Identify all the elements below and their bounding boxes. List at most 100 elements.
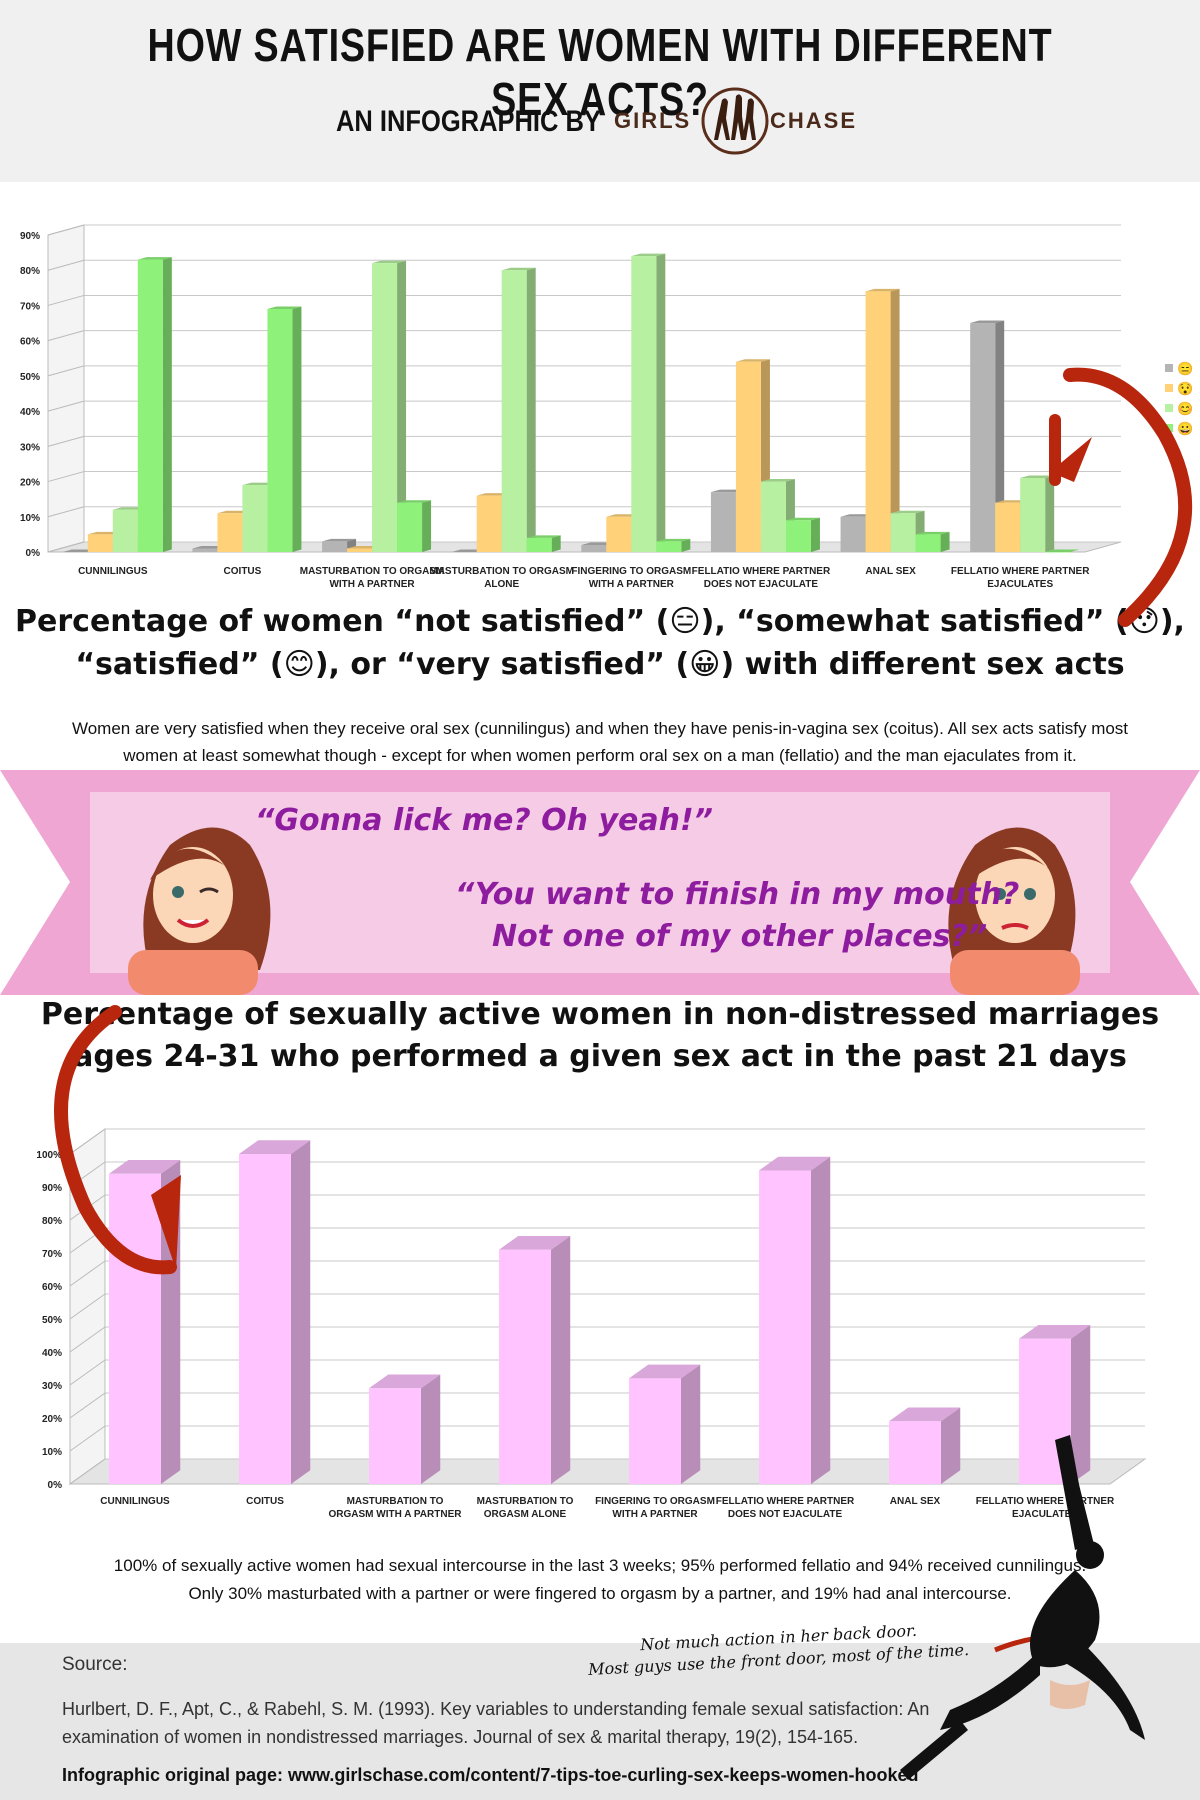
byline: AN INFOGRAPHIC BY [336, 105, 601, 138]
bar-top [1045, 549, 1080, 552]
bar-top [865, 288, 900, 292]
y-tick-label: 20% [20, 478, 40, 489]
sad-quote-line2: Not one of my other places?” [492, 919, 988, 954]
bar [526, 537, 552, 552]
chart2-description-line2: Only 30% masturbated with a partner or w… [188, 1584, 1012, 1603]
y-tick-label: 10% [42, 1447, 62, 1458]
gridline-diagonal [69, 1326, 106, 1353]
bar [890, 513, 916, 552]
bar [109, 1173, 161, 1484]
x-category-label: COITUS [224, 566, 262, 577]
legend-swatch [1165, 364, 1173, 372]
gridline-diagonal [47, 471, 85, 483]
gridline-diagonal [47, 400, 85, 412]
logo-word-right: CHASE [770, 108, 858, 133]
bar [499, 1249, 551, 1484]
bar-top [239, 1140, 311, 1154]
chart2-caption-line2: ages 24-31 who performed a given sex act… [73, 1039, 1127, 1074]
source-heading: Source: [62, 1654, 128, 1675]
bar-top [109, 1160, 181, 1174]
y-tick-label: 20% [42, 1414, 62, 1425]
bar-top [915, 531, 950, 535]
chart2-description-line1: 100% of sexually active women had sexual… [113, 1556, 1087, 1575]
y-tick-label: 90% [42, 1183, 62, 1194]
bar-top [890, 510, 925, 514]
bar-top [369, 1374, 441, 1389]
chart1-description: Women are very satisfied when they recei… [71, 719, 1129, 765]
x-category-label: ORGASM ALONE [484, 1509, 567, 1520]
x-category-label: COITUS [246, 1496, 284, 1507]
logo-silhouettes-icon [701, 87, 769, 155]
x-category-label: EJACULATES [987, 579, 1053, 590]
sad-quote-line1: “You want to finish in my mouth? [455, 877, 1020, 912]
x-category-label: FINGERING TO ORGASM [571, 566, 691, 577]
gridline-diagonal [69, 1458, 106, 1485]
bar [785, 520, 811, 552]
x-category-label: FELLATIO WHERE PARTNER [951, 566, 1090, 577]
x-category-label: DOES NOT EJACULATE [728, 1509, 843, 1520]
bar [759, 1170, 811, 1484]
x-category-label: WITH A PARTNER [329, 579, 415, 590]
bar-top [889, 1407, 961, 1422]
bar-side [940, 531, 950, 552]
gridline-diagonal [69, 1128, 106, 1155]
gridline-diagonal [47, 541, 85, 553]
bar [889, 1421, 941, 1484]
legend-swatch [1165, 404, 1173, 412]
x-category-label: CUNNILINGUS [78, 566, 148, 577]
original-page-link[interactable]: Infographic original page: www.girlschas… [62, 1765, 919, 1785]
bar [322, 541, 348, 552]
x-category-label: MASTURBATION TO ORGASM [429, 566, 574, 577]
gridline-diagonal [69, 1392, 106, 1419]
bar [62, 552, 88, 553]
y-tick-label: 40% [42, 1348, 62, 1359]
girlschase-logo[interactable]: GIRLS CHASE [612, 86, 872, 156]
bar-top [656, 538, 691, 542]
x-category-label: MASTURBATION TO [477, 1496, 574, 1507]
bar-top [785, 517, 820, 521]
bar [192, 548, 218, 552]
bar-side [162, 257, 172, 552]
chart1-caption-line1: Percentage of women “not satisfied” (😑),… [15, 604, 1185, 639]
gridline-diagonal [69, 1260, 106, 1287]
x-category-label: ORGASM WITH A PARTNER [329, 1509, 463, 1520]
header-banner: HOW SATISFIED ARE WOMEN WITH DIFFERENT S… [0, 0, 1200, 182]
dancing-woman-icon [900, 1435, 1145, 1780]
bar-top [137, 257, 172, 260]
source-section: Source: Hurlbert, D. F., Apt, C., & Rabe… [0, 1643, 1200, 1800]
bar-side [890, 288, 900, 552]
x-category-label: DOES NOT EJACULATE [704, 579, 819, 590]
legend-entry: 😊 [1177, 401, 1193, 416]
y-tick-label: 100% [36, 1150, 62, 1161]
bar-top [499, 1235, 571, 1250]
bar [451, 552, 477, 553]
bar [137, 259, 163, 552]
citation-line2: examination of women in nondistressed ma… [62, 1727, 859, 1747]
bar-top [759, 1156, 831, 1171]
bar-side [941, 1407, 961, 1484]
bar [372, 263, 398, 552]
gridline-diagonal [69, 1293, 106, 1320]
y-tick-label: 40% [20, 407, 40, 418]
y-tick-label: 10% [20, 513, 40, 524]
legend-swatch [1165, 384, 1173, 392]
bar-side [810, 517, 820, 552]
gridline-diagonal [69, 1425, 106, 1452]
winking-woman-icon [128, 827, 271, 995]
x-category-label: MASTURBATION TO ORGASM [300, 566, 445, 577]
gridline-diagonal [47, 259, 85, 271]
bar-side [551, 1235, 571, 1484]
bar [631, 256, 657, 552]
x-category-label: WITH A PARTNER [589, 579, 675, 590]
x-category-label: MASTURBATION TO [347, 1496, 444, 1507]
x-category-label: EJACULATES [1012, 1509, 1078, 1520]
bar [369, 1388, 421, 1484]
x-category-label: ALONE [484, 579, 519, 590]
arrow-to-chart1-icon [1063, 367, 1192, 627]
bar [217, 513, 243, 552]
y-tick-label: 80% [42, 1216, 62, 1227]
x-category-label: FELLATIO WHERE PARTNER [692, 566, 831, 577]
bar [915, 534, 941, 552]
bar-side [292, 306, 302, 552]
